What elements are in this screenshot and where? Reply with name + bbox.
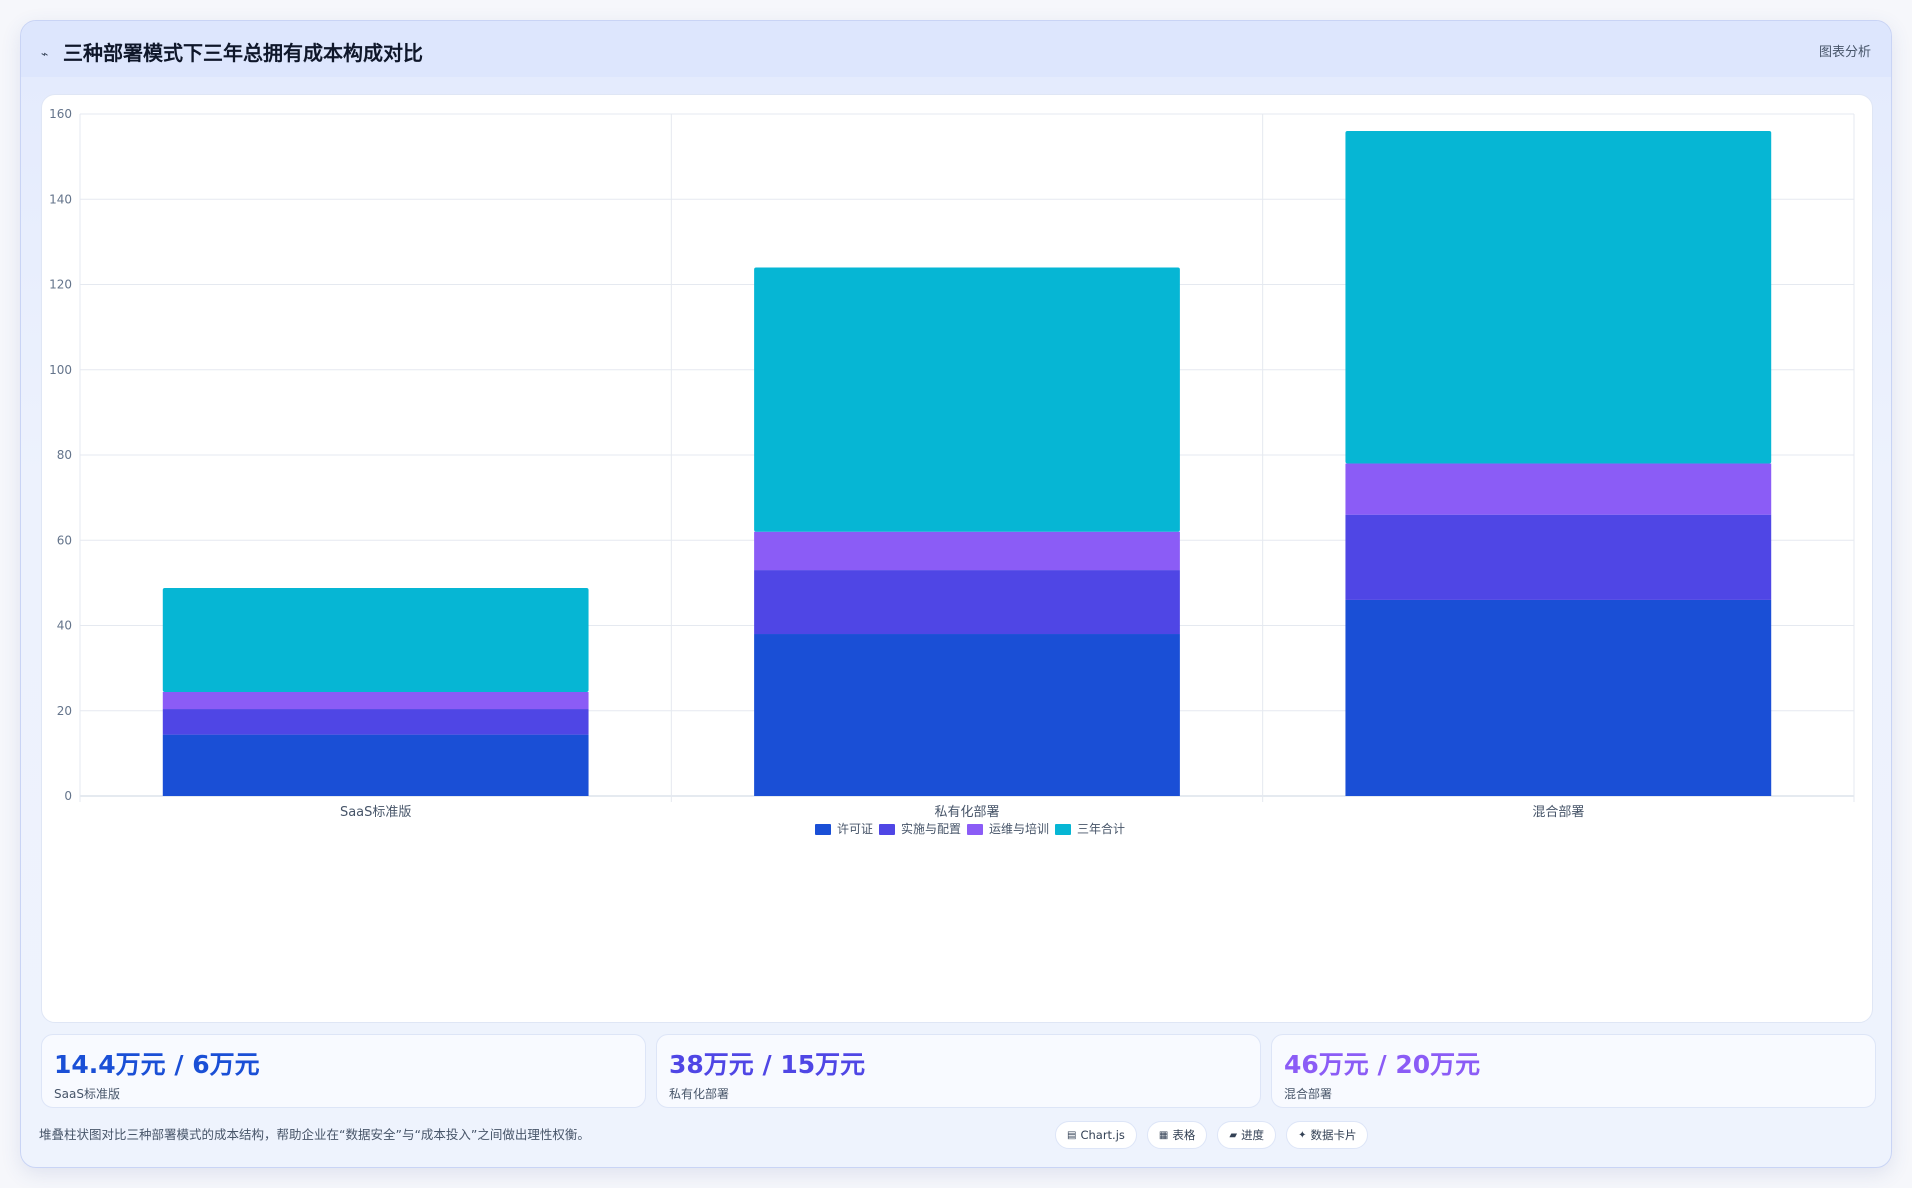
chip-label: 表格 [1172,1128,1196,1142]
chip-label: 数据卡片 [1310,1128,1357,1142]
legend-swatch [1055,824,1071,835]
chart-analysis-link[interactable]: 图表分析 [1818,45,1871,60]
bar-segment[interactable] [754,531,1180,571]
bar-segment[interactable] [754,634,1180,796]
stat-label: 混合部署 [1284,1087,1333,1101]
stat-card-hybrid: 46万元 / 20万元 混合部署 [1271,1034,1876,1108]
bar-segment[interactable] [1345,463,1772,515]
legend-label[interactable]: 运维与培训 [989,821,1049,836]
x-tick-label: 混合部署 [1532,805,1584,820]
trend-icon: ⌁ [41,47,49,61]
tag-chips: ▤ Chart.js ▦ 表格 ▰ 进度 ✦ 数据卡片 [1055,1121,1369,1149]
page-title: 三种部署模式下三年总拥有成本构成对比 [63,41,423,65]
y-tick-label: 0 [64,789,72,803]
stat-card-saas: 14.4万元 / 6万元 SaaS标准版 [41,1034,646,1108]
chart-card: 0 20 40 60 80 100 120 140 160 SaaS标准版 私有化部署 混合部署许可证… [41,94,1873,1023]
stat-label: 私有化部署 [669,1087,730,1101]
stat-value: 38万元 / 15万元 [669,1050,866,1079]
y-tick-label: 100 [49,363,72,377]
chip-chartjs[interactable]: ▤ Chart.js [1055,1121,1137,1149]
x-tick-label: 私有化部署 [934,805,999,820]
stat-label: SaaS标准版 [54,1087,120,1101]
legend-swatch [879,824,895,835]
chip-label: 进度 [1241,1128,1265,1142]
bar-segment[interactable] [754,267,1180,532]
chip-table[interactable]: ▦ 表格 [1146,1121,1208,1149]
y-tick-label: 20 [57,704,72,718]
y-tick-label: 160 [49,107,72,121]
stat-value: 46万元 / 20万元 [1284,1050,1481,1079]
progress-icon: ▰ [1229,1129,1238,1141]
bar-segment[interactable] [1345,599,1772,796]
legend-swatch [815,824,831,835]
legend-label[interactable]: 许可证 [837,822,873,836]
legend-label[interactable]: 三年合计 [1077,821,1125,836]
chip-data-card[interactable]: ✦ 数据卡片 [1286,1121,1369,1149]
chip-progress[interactable]: ▰ 进度 [1217,1121,1277,1149]
bar-segment[interactable] [754,570,1180,635]
chart-panel: ⌁ 三种部署模式下三年总拥有成本构成对比 图表分析 0 20 40 60 80 100 12… [20,20,1892,1168]
stacked-bar-chart: 0 20 40 60 80 100 120 140 160 SaaS标准版 私有化部署 混合部署许可证… [49,107,1855,836]
legend-swatch [967,824,983,835]
y-tick-label: 140 [49,192,72,206]
bar-segment[interactable] [162,587,589,692]
chart-icon: ▤ [1067,1129,1077,1141]
y-tick-label: 60 [57,533,72,547]
x-tick-label: SaaS标准版 [340,805,411,820]
y-tick-label: 80 [57,448,72,462]
card-icon: ✦ [1298,1129,1307,1141]
y-tick-label: 40 [57,619,72,633]
chart-footnote: 堆叠柱状图对比三种部署模式的成本结构，帮助企业在“数据安全”与“成本投入”之间做… [39,1127,590,1142]
panel-header: ⌁ 三种部署模式下三年总拥有成本构成对比 图表分析 [21,21,1891,77]
table-icon: ▦ [1158,1129,1169,1141]
legend-label[interactable]: 实施与配置 [901,821,961,836]
bar-segment[interactable] [1345,131,1772,464]
bar-segment[interactable] [162,709,589,735]
bar-segment[interactable] [162,734,589,796]
bar-segment[interactable] [1345,514,1772,600]
y-tick-label: 120 [49,278,72,292]
bar-segment[interactable] [162,691,589,710]
stat-value: 14.4万元 / 6万元 [54,1050,260,1079]
stat-card-private: 38万元 / 15万元 私有化部署 [656,1034,1261,1108]
chip-label: Chart.js [1080,1128,1125,1142]
